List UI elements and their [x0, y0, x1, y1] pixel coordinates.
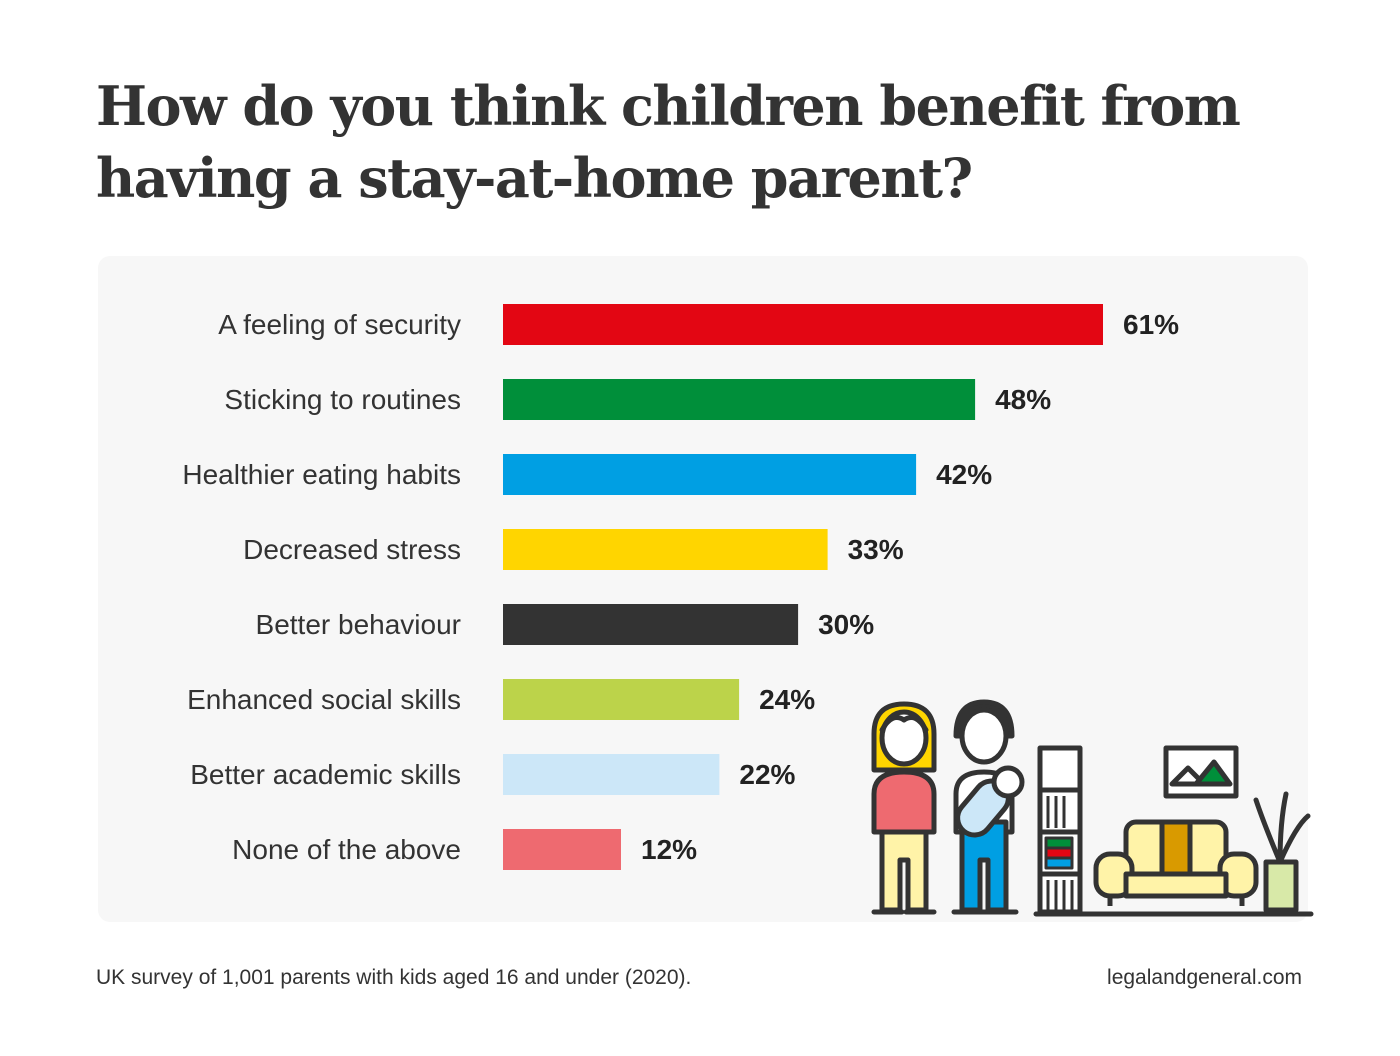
- woman-figure: [871, 701, 937, 915]
- bar: [503, 604, 799, 645]
- value-label: 24%: [759, 684, 815, 715]
- family-living-room-icon: [871, 699, 1314, 917]
- sofa-cushion: [1159, 819, 1193, 881]
- value-label: 30%: [818, 609, 874, 640]
- value-label: 22%: [739, 759, 795, 790]
- plant-leaves: [1253, 791, 1311, 865]
- category-label: Better behaviour: [256, 609, 461, 640]
- woman-face: [879, 709, 929, 767]
- page-title: How do you think children benefit from h…: [96, 70, 1296, 214]
- value-label: 61%: [1123, 309, 1179, 340]
- value-label: 42%: [936, 459, 992, 490]
- category-label: Decreased stress: [243, 534, 461, 565]
- chart-panel: A feeling of security 61% Sticking to rout…: [98, 256, 1308, 922]
- picture-frame: [1163, 745, 1239, 799]
- bar: [503, 829, 621, 870]
- sofa-icon: [1093, 819, 1259, 906]
- woman-top: [871, 769, 937, 835]
- category-label: None of the above: [232, 834, 461, 865]
- bookshelf-icon: [1037, 745, 1083, 915]
- bar: [503, 754, 720, 795]
- baby-icon: [955, 765, 1025, 838]
- sofa-seat: [1123, 871, 1229, 899]
- value-label: 12%: [641, 834, 697, 865]
- category-label: Enhanced social skills: [187, 684, 461, 715]
- bar: [503, 454, 917, 495]
- bookshelf-book-blue: [1044, 856, 1074, 870]
- bar-chart: A feeling of security 61% Sticking to rout…: [182, 304, 1179, 870]
- bar: [503, 529, 828, 570]
- category-label: Better academic skills: [190, 759, 461, 790]
- value-label: 33%: [848, 534, 904, 565]
- picture-hill-left: [1169, 765, 1207, 787]
- sofa-legs: [1107, 896, 1245, 906]
- source-note: UK survey of 1,001 parents with kids age…: [96, 966, 692, 989]
- value-label: 48%: [995, 384, 1051, 415]
- bookshelf-books: [1046, 796, 1074, 910]
- category-label: Sticking to routines: [224, 384, 461, 415]
- man-figure: [951, 699, 1025, 915]
- category-label: Healthier eating habits: [182, 459, 461, 490]
- bar: [503, 679, 740, 720]
- wall-picture-icon: [1163, 745, 1239, 799]
- category-label: A feeling of security: [218, 309, 461, 340]
- bar: [503, 379, 976, 420]
- woman-trousers: [879, 829, 929, 913]
- plant-icon: [1253, 791, 1311, 913]
- site-link[interactable]: legalandgeneral.com: [1107, 966, 1302, 989]
- title-line-1: How do you think children benefit from: [96, 74, 1241, 138]
- baby-head: [991, 765, 1025, 799]
- title-line-2: having a stay-at-home parent?: [96, 146, 973, 210]
- woman-fringe: [879, 715, 929, 733]
- bookshelf-shelves: [1040, 787, 1080, 877]
- bar: [503, 304, 1103, 345]
- plant-pot: [1263, 859, 1299, 913]
- man-face: [959, 707, 1009, 765]
- picture-hill-right: [1193, 759, 1233, 787]
